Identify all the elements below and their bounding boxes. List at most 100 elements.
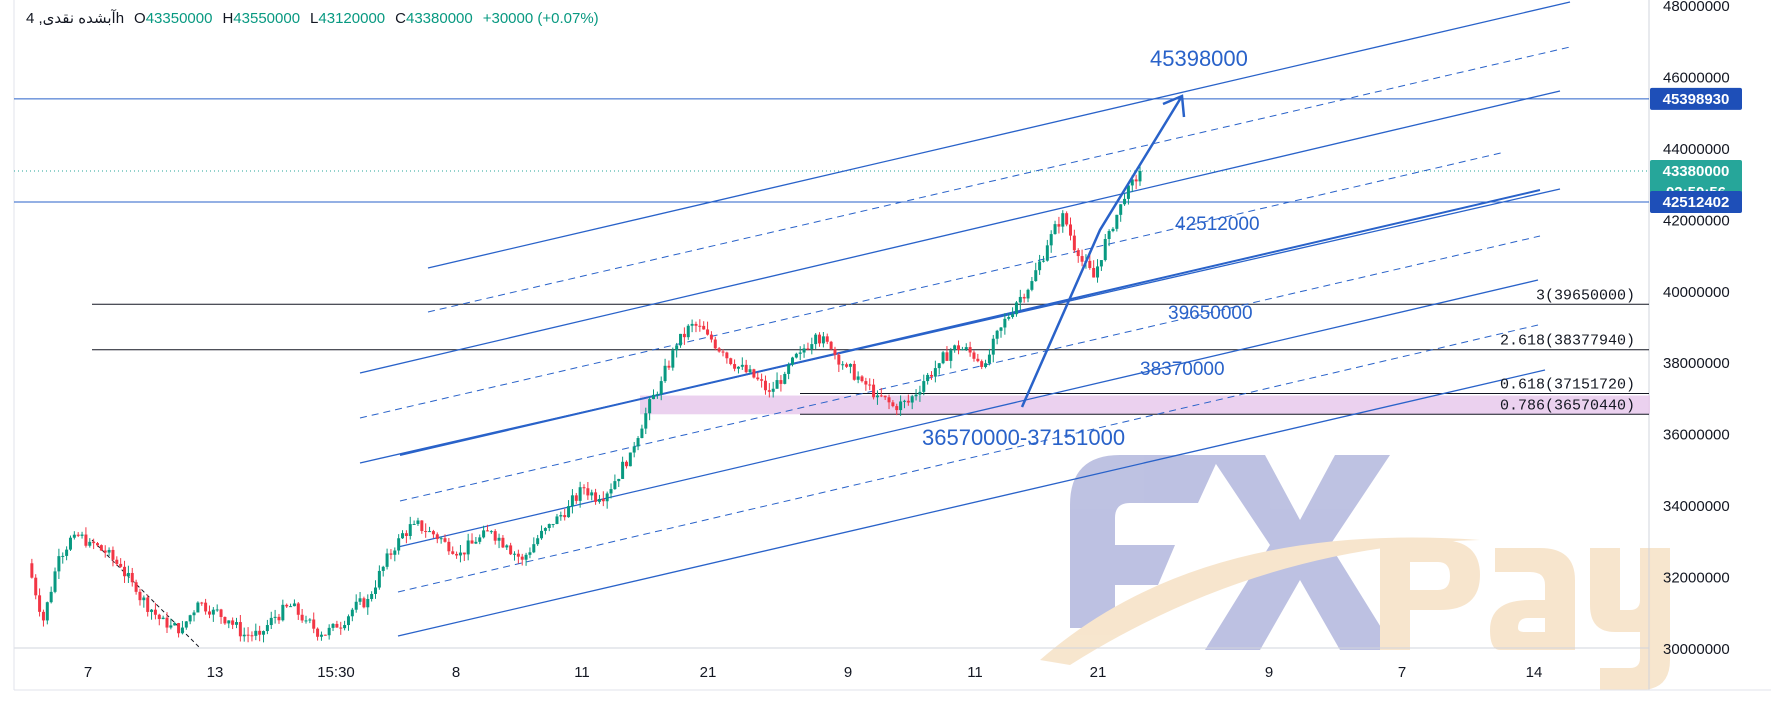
candle-up (590, 492, 594, 496)
candle-down (806, 348, 810, 350)
candle-up (1007, 317, 1011, 319)
candle-down (462, 552, 466, 555)
fib-label: 0.618(37151720) (1500, 377, 1635, 394)
y-tick-label: 38000000 (1663, 355, 1730, 372)
candle-up (918, 391, 922, 395)
candle-up (787, 364, 791, 374)
candle-up (1053, 224, 1057, 235)
candle-up (254, 630, 258, 636)
candle-down (763, 380, 767, 391)
candle-up (914, 394, 918, 397)
candle-down (756, 377, 760, 380)
candle-up (736, 366, 740, 369)
candle-up (374, 587, 377, 594)
y-tick-label: 44000000 (1663, 141, 1730, 158)
x-tick-label: 21 (1090, 664, 1107, 681)
candle-down (431, 531, 435, 535)
candle-down (92, 541, 96, 544)
regression-channels[interactable] (91, 1, 1571, 649)
candle-down (891, 402, 895, 407)
candle-up (964, 347, 968, 350)
candle-up (679, 333, 683, 346)
candle-down (818, 334, 822, 344)
projection-arrow[interactable] (1020, 94, 1186, 408)
candle-up (617, 478, 621, 482)
candle-down (1057, 224, 1061, 227)
candle-down (1088, 260, 1092, 268)
candle-down (335, 623, 339, 628)
candle-down (96, 543, 99, 546)
candle-up (331, 623, 335, 628)
candle-up (61, 555, 65, 557)
y-tick-label: 34000000 (1663, 498, 1730, 515)
candle-up (88, 541, 92, 546)
watermark-f (1070, 455, 1220, 628)
candle-down (829, 341, 833, 349)
high-key: H (222, 10, 234, 27)
annotation-label: 39650000 (1168, 303, 1253, 324)
candle-up (1034, 270, 1038, 282)
candle-down (698, 325, 702, 327)
candle-up (926, 374, 930, 382)
candle-up (161, 617, 165, 620)
candle-up (142, 597, 146, 601)
candle-down (744, 364, 748, 373)
price-axis[interactable]: 30000000 32000000 34000000 36000000 38000000… (1663, 0, 1730, 658)
candle-up (841, 364, 845, 366)
price-tags: 453989304338000002:50:5642512402 (1650, 87, 1742, 214)
candle-up (551, 523, 555, 525)
channel-line (397, 324, 1539, 593)
candle-up (215, 609, 219, 611)
candle-up (408, 524, 412, 536)
candle-up (57, 556, 61, 572)
candle-down (389, 553, 393, 555)
candle-up (655, 394, 659, 396)
candle-up (1061, 213, 1065, 227)
candle-up (1030, 281, 1034, 290)
candle-down (103, 550, 107, 553)
candle-down (30, 563, 34, 578)
candle-up (416, 520, 420, 524)
candle-up (304, 620, 308, 622)
candle-down (223, 616, 227, 624)
candle-up (319, 634, 323, 637)
candle-down (231, 620, 235, 625)
candle-down (435, 534, 439, 540)
y-tick-label: 42000000 (1663, 212, 1730, 229)
candle-down (165, 617, 169, 628)
candle-down (157, 614, 161, 620)
candle-down (250, 635, 254, 637)
candle-up (327, 627, 331, 636)
candle-up (802, 348, 806, 353)
symbol-label[interactable]: آبشده نقدی, 4h (26, 10, 125, 27)
annotation-label: 36570000-37151000 (922, 425, 1125, 450)
candle-up (289, 606, 293, 608)
candle-up (941, 352, 945, 364)
candle-up (49, 591, 53, 603)
candle-down (860, 376, 864, 382)
candle-down (563, 515, 567, 518)
candle-up (628, 452, 632, 467)
candle-down (246, 634, 250, 636)
candle-up (1018, 296, 1022, 303)
candle-down (976, 358, 980, 362)
y-tick-label: 36000000 (1663, 427, 1730, 444)
candle-up (1026, 289, 1030, 299)
candle-up (262, 631, 266, 635)
candle-down (586, 488, 590, 496)
candle-up (482, 530, 486, 538)
time-axis[interactable]: 7 13 15:30 8 11 21 9 11 21 9 7 14 (84, 664, 1543, 681)
x-tick-label: 14 (1526, 664, 1543, 681)
candle-down (516, 553, 520, 557)
candle-up (1138, 171, 1142, 182)
candle-up (810, 344, 814, 350)
candle-up (1038, 261, 1042, 271)
candle-down (930, 374, 933, 377)
candle-down (316, 628, 320, 637)
candle-up (644, 413, 648, 429)
candle-down (968, 347, 972, 353)
candle-down (339, 627, 343, 629)
candle-down (200, 602, 204, 604)
candle-up (922, 381, 926, 392)
